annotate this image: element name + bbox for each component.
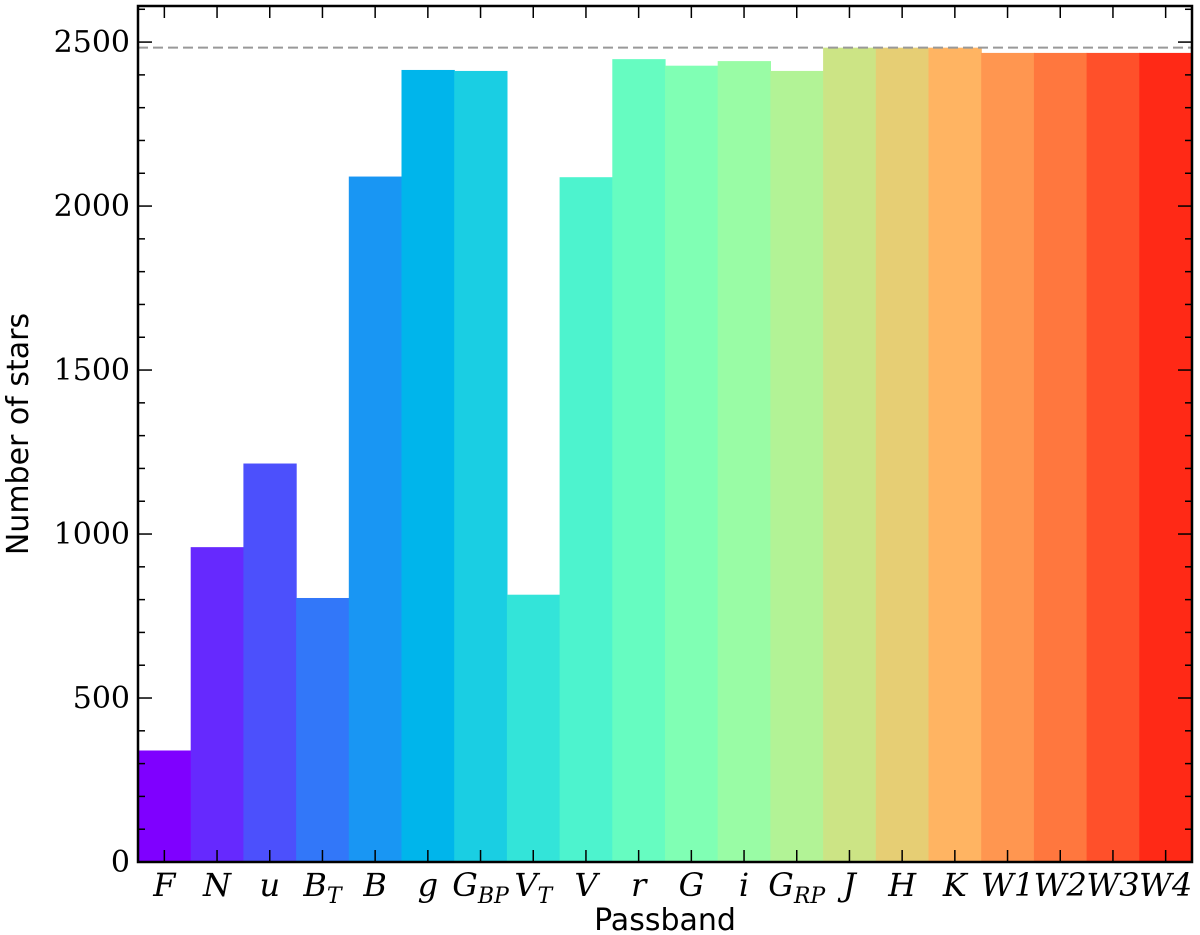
bar-k <box>928 47 982 863</box>
y-tick-label: 2500 <box>54 25 130 60</box>
bar-b <box>348 176 403 862</box>
y-axis-label: Number of stars <box>1 313 36 555</box>
bar-w1 <box>981 52 1035 863</box>
bar-grp <box>770 70 824 862</box>
bar-w3 <box>1086 52 1140 863</box>
bar-j <box>823 47 877 863</box>
bar-v <box>559 177 613 862</box>
y-tick-label: 500 <box>73 681 130 716</box>
bar-u <box>243 463 297 862</box>
y-tick-label: 2000 <box>54 189 130 224</box>
y-tick-label: 1000 <box>54 517 130 552</box>
bar-f <box>138 750 192 862</box>
bars-group <box>138 47 1193 863</box>
x-tick-label: g <box>418 866 438 904</box>
bar-i <box>717 61 771 862</box>
x-tick-label: r <box>631 866 648 904</box>
plot-frame <box>136 4 1194 864</box>
x-tick-label: W4 <box>1139 866 1192 904</box>
x-tick-label: GRP <box>768 866 826 909</box>
y-tick-label: 1500 <box>54 353 130 388</box>
x-tick-label: W2 <box>1034 866 1087 904</box>
bar-g <box>401 69 455 862</box>
bar-gbp <box>454 70 508 862</box>
x-tick-label: N <box>202 866 232 904</box>
x-tick-label: W1 <box>981 866 1034 904</box>
x-tick-label: i <box>739 866 749 904</box>
bar-w2 <box>1033 52 1088 863</box>
x-tick-label: J <box>837 866 858 904</box>
x-tick-label: H <box>887 866 917 904</box>
x-tick-label: B <box>362 866 387 904</box>
x-tick-label: VT <box>514 866 554 909</box>
x-axis-label: Passband <box>594 903 736 935</box>
bar-h <box>875 47 930 863</box>
x-tick-label: BT <box>302 866 344 909</box>
x-tick-label: V <box>574 866 600 904</box>
x-tick-label: W3 <box>1086 866 1139 904</box>
bar-r <box>612 59 666 862</box>
y-axis-ticks: 0 500 1000 1500 2000 2500 <box>54 8 1192 880</box>
x-tick-label: F <box>152 866 177 904</box>
bar-n <box>190 547 244 862</box>
x-tick-label: K <box>942 866 969 904</box>
bar-vt <box>506 594 561 862</box>
x-tick-label: u <box>259 866 280 904</box>
bar-bt <box>296 597 350 862</box>
y-tick-label: 0 <box>111 845 130 880</box>
bar-g <box>665 65 719 862</box>
x-tick-label: GBP <box>452 866 510 909</box>
x-tick-label: G <box>679 866 705 904</box>
bar-w4 <box>1139 52 1193 863</box>
